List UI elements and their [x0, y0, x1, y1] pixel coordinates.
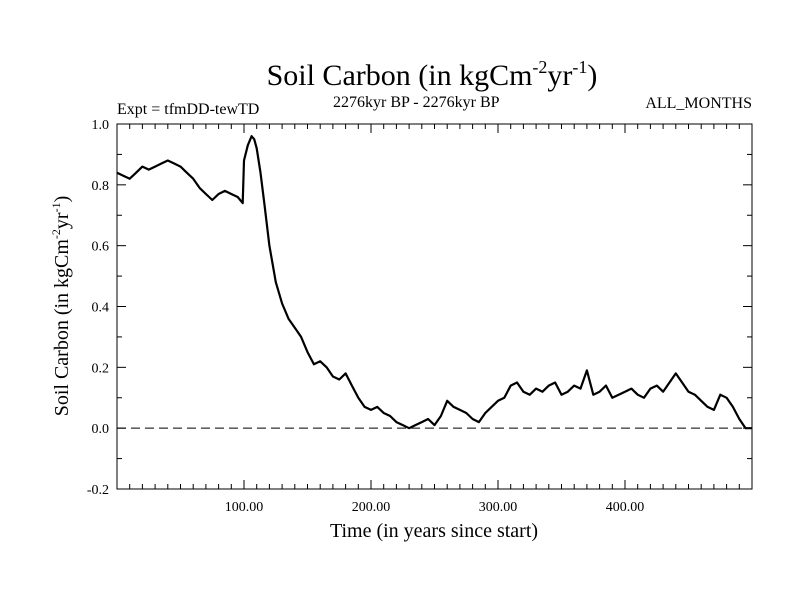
x-tick-label: 100.00	[225, 500, 264, 515]
ylabel-mid: yr	[51, 212, 73, 229]
series-group	[116, 135, 752, 430]
ylabel-prefix: Soil Carbon (in kgCm	[51, 239, 73, 417]
axis-ticks	[117, 123, 752, 490]
title-mid: yr	[547, 59, 572, 92]
title-exp2: -1	[572, 57, 587, 77]
y-tick-label: 1.0	[92, 118, 110, 133]
period-label: 2276kyr BP - 2276kyr BP	[333, 94, 500, 111]
ylabel-exp2: -1	[49, 202, 63, 212]
title-prefix: Soil Carbon (in kgCm	[267, 59, 533, 92]
title-suffix: )	[587, 59, 597, 92]
y-tick-label: 0.0	[92, 422, 110, 437]
y-tick-label: 0.4	[92, 301, 110, 316]
x-tick-label: 200.00	[352, 500, 391, 515]
expt-label: Expt = tfmDD-tewTD	[117, 101, 259, 118]
title-exp1: -2	[532, 57, 547, 77]
y-tick-label: 0.6	[92, 240, 110, 255]
plot-frame	[116, 123, 753, 490]
series-line	[116, 135, 752, 430]
y-tick-label: -0.2	[87, 483, 109, 498]
y-tick-labels: -0.2 0.0 0.2 0.4 0.6 0.8 1.0	[87, 118, 109, 498]
x-axis-label: Time (in years since start)	[330, 520, 538, 542]
y-axis-label: Soil Carbon (in kgCm-2yr-1)	[49, 196, 73, 417]
x-tick-label: 300.00	[479, 500, 518, 515]
chart-title: Soil Carbon (in kgCm-2yr-1)	[267, 57, 598, 92]
x-tick-label: 400.00	[606, 500, 645, 515]
ylabel-exp1: -2	[49, 229, 63, 239]
y-tick-label: 0.2	[92, 361, 110, 376]
months-label: ALL_MONTHS	[645, 95, 752, 112]
ylabel-suffix: )	[51, 196, 73, 203]
x-tick-labels: 100.00 200.00 300.00 400.00	[225, 500, 645, 515]
y-tick-label: 0.8	[92, 179, 110, 194]
